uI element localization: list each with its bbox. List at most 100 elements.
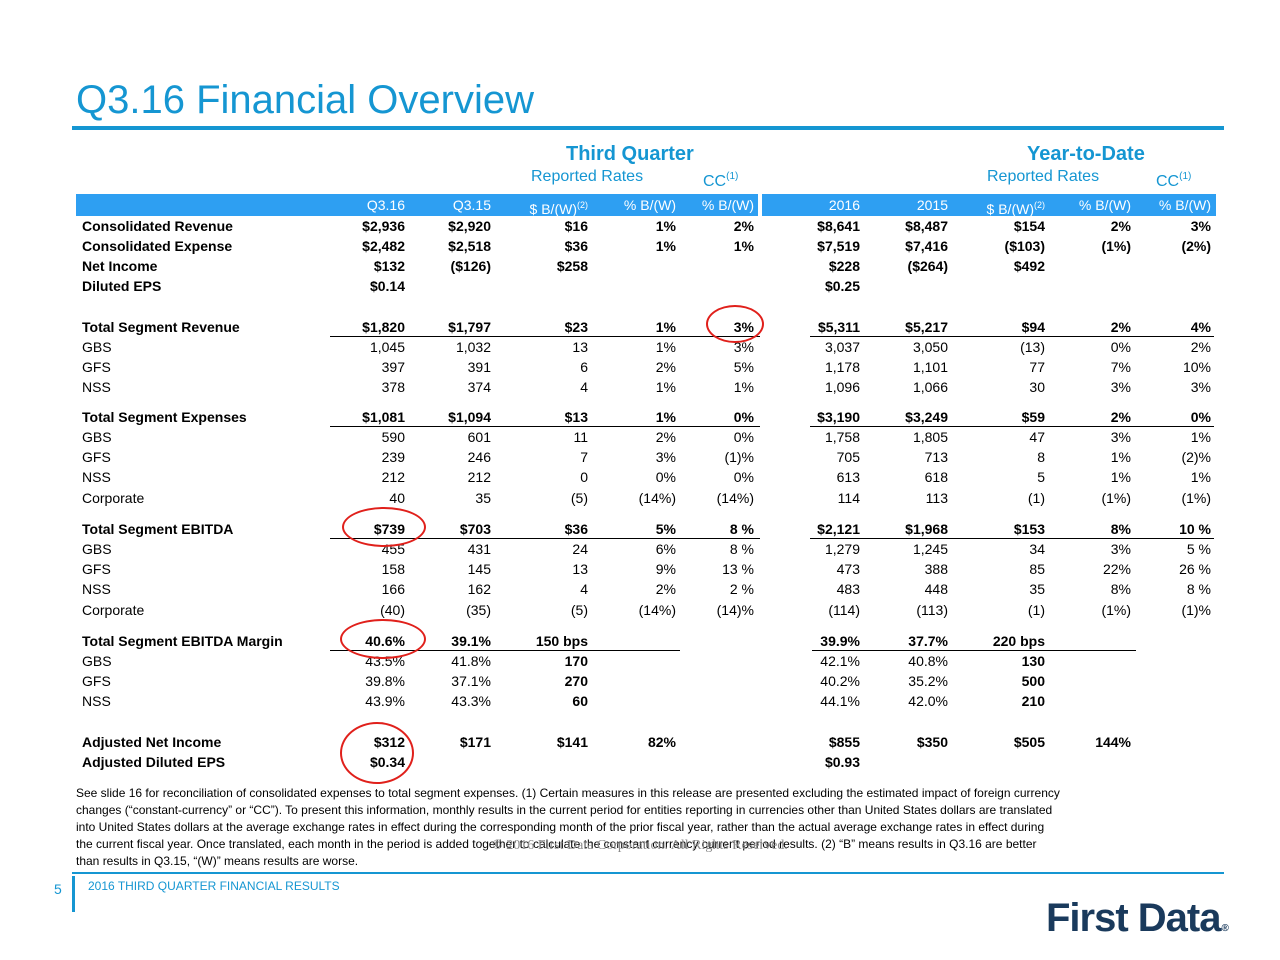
table-cell-ytd-cc-pct-bw: 26 %	[1179, 561, 1211, 577]
row-underline	[330, 538, 760, 539]
row-label: NSS	[82, 693, 111, 709]
table-cell-ytd-pct-bw: (1%)	[1101, 602, 1131, 618]
row-underline	[812, 650, 1136, 651]
table-cell-ytd-cc-pct-bw: (2%)	[1181, 238, 1211, 254]
table-cell-ytd2015: 3,050	[912, 339, 948, 355]
table-cell-ytd-dollar-bw: 210	[1021, 693, 1045, 709]
row-label: NSS	[82, 379, 111, 395]
table-cell-ytd2015: 618	[924, 469, 948, 485]
row-underline	[330, 426, 760, 427]
table-cell-ytd2015: $3,249	[905, 409, 948, 425]
table-cell-q-pct-bw: (14%)	[638, 490, 676, 506]
table-cell-ytd2016: 42.1%	[820, 653, 860, 669]
table-cell-q-cc-pct-bw: 8 %	[729, 541, 754, 557]
table-cell-ytd2015: 1,245	[912, 541, 948, 557]
group-title-third-quarter: Third Quarter	[566, 143, 694, 165]
row-label: GBS	[82, 429, 112, 445]
row-underline	[810, 426, 1214, 427]
row-underline	[330, 336, 760, 337]
table-cell-ytd-cc-pct-bw: 4%	[1190, 319, 1211, 335]
table-cell-ytd-pct-bw: 0%	[1110, 339, 1131, 355]
table-cell-q316: 166	[381, 581, 405, 597]
table-cell-ytd2016: 3,037	[824, 339, 860, 355]
table-cell-q315: 41.8%	[451, 653, 491, 669]
table-cell-q-cc-pct-bw: (1)%	[724, 449, 754, 465]
table-cell-ytd2015: (113)	[916, 602, 948, 618]
row-label: GBS	[82, 541, 112, 557]
table-cell-ytd2015: 388	[924, 561, 948, 577]
table-cell-q315: $1,797	[448, 319, 491, 335]
table-cell-q316: 397	[381, 359, 405, 375]
table-cell-ytd-pct-bw: 3%	[1110, 379, 1131, 395]
table-cell-ytd-dollar-bw: (13)	[1020, 339, 1045, 355]
table-cell-q315: $2,920	[448, 218, 491, 234]
column-header-ytd-cc-pct-bw: % B/(W)	[1158, 197, 1211, 213]
table-cell-ytd2016: 473	[836, 561, 860, 577]
table-cell-q315: ($126)	[450, 258, 491, 274]
table-cell-ytd2016: $0.93	[824, 754, 860, 770]
table-cell-q-cc-pct-bw: 2%	[733, 218, 754, 234]
annotation-circle-adjusted	[340, 722, 414, 784]
table-cell-q-dollar-bw: 13	[572, 339, 588, 355]
table-cell-ytd-cc-pct-bw: (1%)	[1181, 490, 1211, 506]
row-label: NSS	[82, 581, 111, 597]
table-cell-ytd-dollar-bw: ($103)	[1004, 238, 1045, 254]
table-cell-q-dollar-bw: (5)	[570, 602, 588, 618]
table-cell-q315: $1,094	[448, 409, 491, 425]
table-cell-ytd2015: $1,968	[905, 521, 948, 537]
row-label: Adjusted Net Income	[82, 734, 222, 750]
table-cell-ytd-cc-pct-bw: 8 %	[1186, 581, 1211, 597]
table-cell-ytd-pct-bw: 2%	[1110, 319, 1131, 335]
table-cell-q-pct-bw: 1%	[655, 409, 676, 425]
column-header-q316: Q3.16	[366, 197, 405, 213]
table-cell-q316: 239	[381, 449, 405, 465]
table-cell-q316: $1,820	[362, 319, 405, 335]
table-cell-ytd2015: 1,805	[912, 429, 948, 445]
column-header-q315: Q3.15	[452, 197, 491, 213]
table-cell-q-dollar-bw: 11	[573, 429, 588, 445]
table-cell-ytd-dollar-bw: $154	[1013, 218, 1045, 234]
page-title: Q3.16 Financial Overview	[76, 78, 534, 122]
table-cell-q315: 35	[475, 490, 491, 506]
table-cell-q316: 40	[389, 490, 405, 506]
page-number: 5	[54, 881, 62, 897]
footer-divider	[72, 872, 1224, 874]
table-cell-q316: $0.14	[369, 278, 405, 294]
annotation-circle-segment-ebitda	[342, 507, 426, 547]
row-label: GFS	[82, 449, 111, 465]
table-cell-q316: 590	[381, 429, 405, 445]
table-cell-q-pct-bw: 1%	[655, 319, 676, 335]
first-data-logo: First Data®	[1046, 896, 1229, 940]
table-cell-q316: 378	[381, 379, 405, 395]
table-cell-ytd-pct-bw: 22%	[1102, 561, 1131, 577]
table-cell-q315: 162	[467, 581, 491, 597]
table-cell-ytd2016: $855	[828, 734, 860, 750]
table-cell-q-dollar-bw: (5)	[570, 490, 588, 506]
table-cell-q-pct-bw: 2%	[655, 359, 676, 375]
page-number-bar	[72, 876, 75, 912]
table-cell-q-pct-bw: 6%	[655, 541, 676, 557]
table-cell-ytd2015: 35.2%	[908, 673, 948, 689]
table-cell-q-cc-pct-bw: (14)%	[716, 602, 754, 618]
table-cell-ytd2016: (114)	[828, 602, 860, 618]
table-cell-q-cc-pct-bw: 3%	[733, 339, 754, 355]
column-header-q-dollar-bw: $ B/(W)(2)	[529, 200, 588, 217]
table-cell-q-dollar-bw: 4	[580, 581, 588, 597]
table-cell-ytd-dollar-bw: 220 bps	[992, 633, 1045, 649]
table-cell-q-pct-bw: 2%	[655, 429, 676, 445]
header-band-quarter	[76, 194, 758, 216]
table-cell-q-cc-pct-bw: 0%	[733, 409, 754, 425]
table-cell-q316: 158	[381, 561, 405, 577]
table-cell-q315: 145	[467, 561, 491, 577]
table-cell-q-pct-bw: 3%	[655, 449, 676, 465]
table-cell-q-dollar-bw: 6	[580, 359, 588, 375]
table-cell-q315: 37.1%	[451, 673, 491, 689]
table-cell-ytd-dollar-bw: $153	[1013, 521, 1045, 537]
table-cell-ytd-pct-bw: 7%	[1110, 359, 1131, 375]
row-underline	[810, 538, 1214, 539]
row-label: Total Segment Expenses	[82, 409, 247, 425]
table-cell-q-cc-pct-bw: 2 %	[729, 581, 754, 597]
table-cell-q316: 212	[381, 469, 405, 485]
table-cell-ytd-dollar-bw: 34	[1029, 541, 1045, 557]
group-sub-reported-rates-ytd: Reported Rates	[987, 168, 1100, 185]
